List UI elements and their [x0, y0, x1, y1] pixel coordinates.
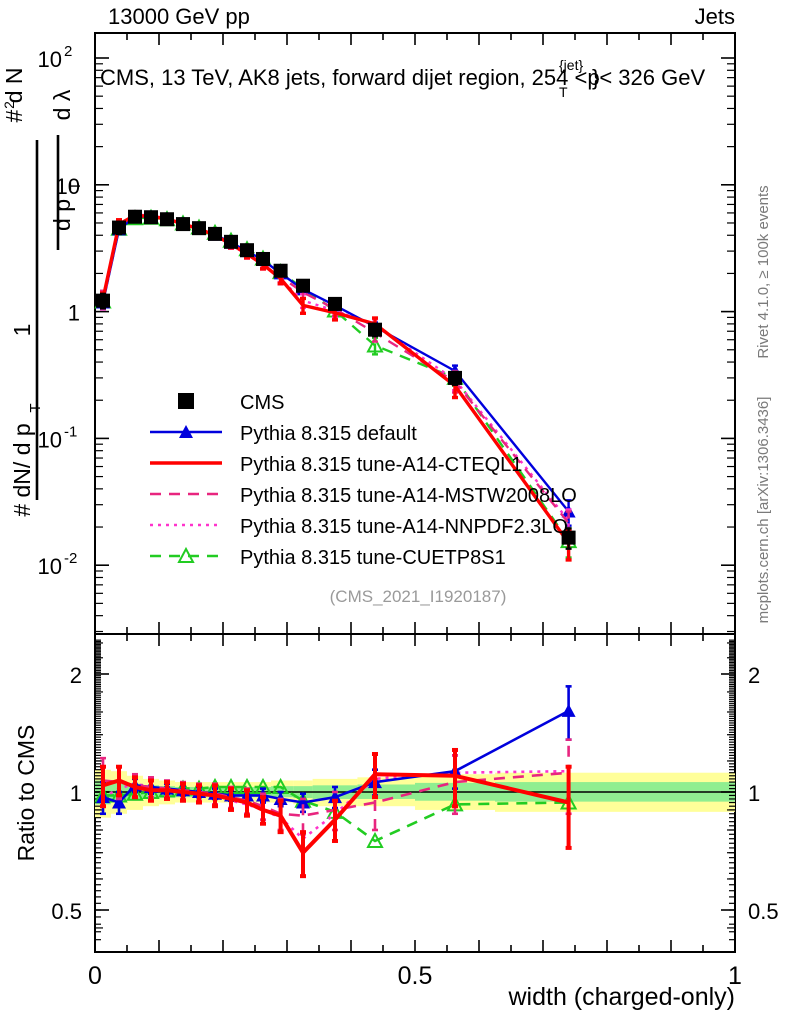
data-marker-triangle-open[interactable] — [366, 336, 384, 353]
ylabel-frac-den-sub: T — [27, 403, 44, 412]
legend-entry[interactable]: Pythia 8.315 tune-A14-NNPDF2.3LO — [240, 516, 568, 538]
main-ytick-label[interactable]: 1 — [68, 301, 80, 326]
main-ytick-exponent[interactable]: -2 — [64, 550, 77, 567]
ratio-ytick-label[interactable]: 0.5 — [51, 899, 82, 924]
ratio-ytick-label[interactable]: 2 — [70, 663, 82, 688]
ratio-ytick-label[interactable]: 1 — [70, 781, 82, 806]
ylabel-frac-den: # dN/ d p — [9, 423, 35, 516]
data-marker-triangle-open[interactable] — [366, 831, 384, 848]
data-marker-triangle-open[interactable] — [177, 546, 195, 563]
main-series-group — [94, 208, 578, 562]
data-marker-triangle[interactable] — [561, 703, 576, 717]
legend: CMS Pythia 8.315 default Pythia 8.315 tune… — [150, 392, 577, 569]
x-tick-label[interactable]: 1 — [728, 962, 742, 990]
ylabel-num2-exp: 2 — [1, 101, 17, 109]
legend-label[interactable]: Pythia 8.315 tune-A14-NNPDF2.3LO — [240, 516, 568, 538]
header-left: 13000 GeV pp — [108, 4, 250, 29]
legend-entry[interactable]: Pythia 8.315 tune-CUETP8S1 — [240, 547, 506, 569]
x-tick-labels: 0 0.5 1 — [88, 962, 742, 990]
mcplots-label: mcplots.cern.ch [arXiv:1306.3436] — [755, 397, 772, 624]
series-line[interactable] — [101, 213, 570, 524]
main-ytick-label[interactable]: 10 — [38, 47, 62, 72]
legend-entry[interactable]: Pythia 8.315 tune-A14-MSTW2008LO — [240, 485, 577, 507]
main-plot-frame — [94, 32, 736, 635]
data-marker-square[interactable] — [240, 243, 254, 258]
data-marker-square[interactable] — [561, 530, 576, 545]
data-marker-square[interactable] — [128, 209, 142, 224]
data-marker-square[interactable] — [328, 296, 342, 311]
rivet-version-label: Rivet 4.1.0, ≥ 100k events — [755, 185, 772, 358]
data-marker-square[interactable] — [448, 370, 462, 385]
ratio-ytick-label-right[interactable]: 2 — [748, 663, 760, 688]
ylabel-den2a-sub: T — [67, 181, 84, 190]
side-annotations: Rivet 4.1.0, ≥ 100k events mcplots.cern.… — [755, 185, 772, 623]
main-title-a: CMS, 13 TeV, AK8 jets, forward dijet reg… — [100, 65, 600, 90]
data-marker-square[interactable] — [296, 278, 310, 293]
data-marker-square[interactable] — [160, 212, 174, 227]
ylabel-den2a: d p — [49, 199, 75, 231]
main-title-sup: {jet} — [559, 57, 583, 73]
ratio-ytick-label-right[interactable]: 0.5 — [748, 899, 779, 924]
legend-label[interactable]: Pythia 8.315 default — [240, 423, 417, 445]
data-marker-triangle[interactable] — [328, 790, 342, 804]
ratio-ytick-labels: 2 2 1 1 0.5 0.5 — [51, 663, 778, 924]
data-marker-square[interactable] — [273, 263, 288, 278]
ylabel-num2: # d N — [1, 68, 27, 123]
data-marker-square[interactable] — [208, 226, 222, 241]
main-ytick-exponent[interactable]: -1 — [64, 423, 77, 440]
legend-marker-square[interactable] — [178, 393, 194, 409]
x-tick-label[interactable]: 0 — [88, 962, 102, 990]
main-title-sub: T — [559, 84, 568, 100]
legend-entry[interactable]: Pythia 8.315 default — [240, 423, 417, 445]
legend-label[interactable]: Pythia 8.315 tune-CUETP8S1 — [240, 547, 506, 569]
main-ytick-exponent[interactable]: 2 — [64, 43, 72, 60]
ratio-ytick-label-right[interactable]: 1 — [748, 781, 760, 806]
main-title: CMS, 13 TeV, AK8 jets, forward dijet reg… — [100, 57, 705, 100]
main-ytick-label[interactable]: 10 — [38, 554, 62, 579]
data-marker-square[interactable] — [112, 220, 126, 235]
data-marker-square[interactable] — [96, 293, 110, 308]
analysis-id-watermark: (CMS_2021_I1920187) — [330, 587, 507, 606]
data-marker-square[interactable] — [192, 221, 206, 236]
header-right: Jets — [695, 4, 735, 29]
main-title-b: }< 326 GeV — [592, 65, 705, 90]
ratio-ylabel: Ratio to CMS — [13, 725, 39, 862]
legend-label[interactable]: CMS — [240, 392, 284, 414]
ratio-series-group — [94, 685, 578, 879]
legend-entry[interactable]: Pythia 8.315 tune-A14-CTEQL1 — [240, 454, 522, 476]
data-marker-square[interactable] — [176, 217, 190, 232]
data-marker-triangle-open[interactable] — [126, 784, 144, 801]
data-marker-triangle[interactable] — [112, 795, 126, 809]
main-ylabel: 1 # dN/ d p T # d N 2 d p T d λ — [1, 68, 84, 517]
x-axis-title: width (charged-only) — [508, 983, 736, 1011]
main-ytick-label[interactable]: 10 — [38, 427, 62, 452]
legend-label[interactable]: Pythia 8.315 tune-A14-MSTW2008LO — [240, 485, 577, 507]
data-marker-triangle[interactable] — [296, 795, 310, 809]
legend-entry[interactable]: CMS — [240, 392, 284, 414]
legend-label[interactable]: Pythia 8.315 tune-A14-CTEQL1 — [240, 454, 522, 476]
ylabel-den2b: d λ — [49, 89, 75, 120]
x-tick-label[interactable]: 0.5 — [398, 962, 433, 990]
data-marker-square[interactable] — [144, 210, 158, 225]
main-ytick-label[interactable]: 10 — [56, 174, 80, 199]
data-marker-square[interactable] — [224, 234, 238, 249]
data-marker-square[interactable] — [256, 251, 270, 266]
data-marker-triangle[interactable] — [179, 425, 193, 438]
ylabel-frac-num: 1 — [9, 324, 35, 337]
main-axis-ticks — [94, 33, 736, 634]
data-marker-square[interactable] — [368, 322, 382, 337]
